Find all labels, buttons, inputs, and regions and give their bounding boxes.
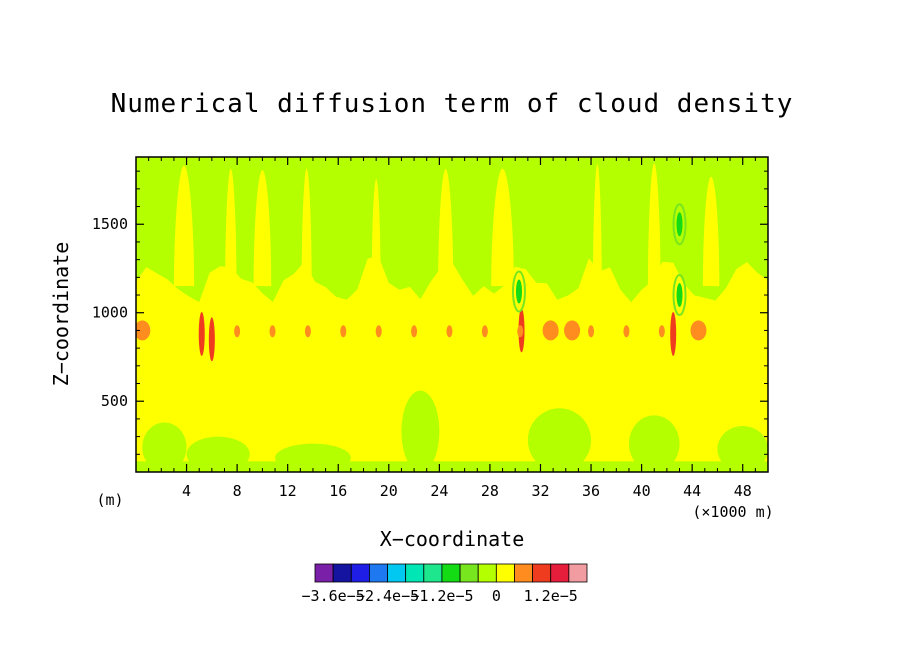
lower-green-0 [142, 422, 187, 472]
colorbar-swatch [441, 563, 461, 583]
streak-yellow-9 [702, 176, 720, 287]
streak-yellow-2 [253, 170, 272, 287]
colorbar-swatch [459, 563, 479, 583]
negative-halo-2 [511, 270, 526, 313]
dash-5 [411, 325, 418, 338]
streak-yellow-3 [301, 168, 312, 287]
bottom-green-strip [136, 461, 768, 472]
positive-maximum-5 [564, 320, 581, 341]
x-tick-label: 44 [683, 482, 701, 500]
colorbar-swatch [387, 563, 407, 583]
x-tick-label: 12 [279, 482, 297, 500]
colorbar-tick-label: 0 [492, 587, 501, 605]
positive-maximum-0 [136, 320, 151, 341]
colorbar [314, 563, 588, 583]
y-axis-label: Z−coordinate [49, 242, 73, 387]
negative-halo-1 [672, 274, 687, 317]
streak-yellow-1 [225, 168, 237, 287]
x-tick-label: 36 [582, 482, 600, 500]
streak-yellow-4 [371, 179, 381, 287]
y-axis-ticks: 500 1000 1500 [92, 170, 768, 455]
colorbar-swatch [423, 563, 443, 583]
x-tick-label: 8 [233, 482, 242, 500]
negative-minimum-1 [676, 283, 683, 308]
colorbar-labels: −3.6e−5−2.4e−5−1.2e−5 0 1.2e−5 [302, 587, 578, 605]
x-tick-label: 32 [531, 482, 549, 500]
dash-1 [269, 325, 276, 338]
dash-4 [375, 325, 382, 338]
streak-yellow-5 [438, 168, 454, 287]
x-tick-label: 24 [430, 482, 448, 500]
colorbar-tick-label: −3.6e−5 [302, 587, 365, 605]
streak-yellow-7 [592, 164, 602, 287]
x-axis-ticks: 4 8 12 16 20 24 28 32 36 40 44 48 [148, 157, 756, 500]
lower-green-4 [527, 408, 592, 472]
x-tick-label: 40 [633, 482, 651, 500]
colorbar-swatch [350, 563, 370, 583]
x-tick-label: 48 [734, 482, 752, 500]
x-axis-label: X−coordinate [380, 527, 525, 551]
streak-yellow-6 [491, 168, 514, 287]
colorbar-swatch [405, 563, 425, 583]
colorbar-swatch [532, 563, 552, 583]
x-tick-label: 4 [182, 482, 191, 500]
dash-12 [658, 325, 665, 338]
colorbar-swatch [477, 563, 497, 583]
contour-field [136, 157, 768, 472]
positive-maximum-2 [198, 311, 205, 356]
colorbar-swatch [568, 563, 588, 583]
dash-6 [446, 325, 453, 338]
lower-green-6 [717, 425, 768, 472]
dash-8 [517, 325, 524, 338]
colorbar-tick-label: 1.2e−5 [524, 587, 578, 605]
negative-minimum-0 [676, 212, 683, 237]
x-tick-label: 28 [481, 482, 499, 500]
x-unit-label: (×1000 m) [692, 503, 773, 521]
x-tick-label: 20 [380, 482, 398, 500]
negative-minimum-2 [515, 279, 522, 304]
dash-9 [552, 325, 559, 338]
dash-2 [304, 325, 311, 338]
dash-10 [588, 325, 595, 338]
colorbar-swatch [514, 563, 534, 583]
colorbar-swatch [550, 563, 570, 583]
lower-green-3 [401, 390, 440, 472]
dash-13 [694, 325, 701, 338]
streak-yellow-8 [647, 163, 661, 287]
y-unit-label: (m) [96, 491, 123, 509]
streak-yellow-0 [173, 165, 195, 287]
colorbar-swatch [314, 563, 334, 583]
lower-green-5 [628, 415, 680, 472]
colorbar-swatch [332, 563, 352, 583]
negative-halo-0 [672, 203, 687, 246]
dash-11 [623, 325, 630, 338]
x-tick-label: 16 [329, 482, 347, 500]
y-tick-label: 500 [101, 392, 128, 410]
dash-7 [481, 325, 488, 338]
positive-maximum-1 [208, 317, 215, 362]
y-tick-label: 1500 [92, 215, 128, 233]
contour-layer [136, 157, 768, 472]
dash-0 [234, 325, 241, 338]
dash-3 [340, 325, 347, 338]
chart-title: Numerical diffusion term of cloud densit… [111, 89, 794, 119]
y-tick-label: 1000 [92, 304, 128, 322]
colorbar-tick-label: −2.4e−5 [356, 587, 419, 605]
positive-maximum-6 [670, 311, 677, 356]
colorbar-swatch [495, 563, 515, 583]
colorbar-tick-label: −1.2e−5 [410, 587, 473, 605]
colorbar-swatch [368, 563, 388, 583]
